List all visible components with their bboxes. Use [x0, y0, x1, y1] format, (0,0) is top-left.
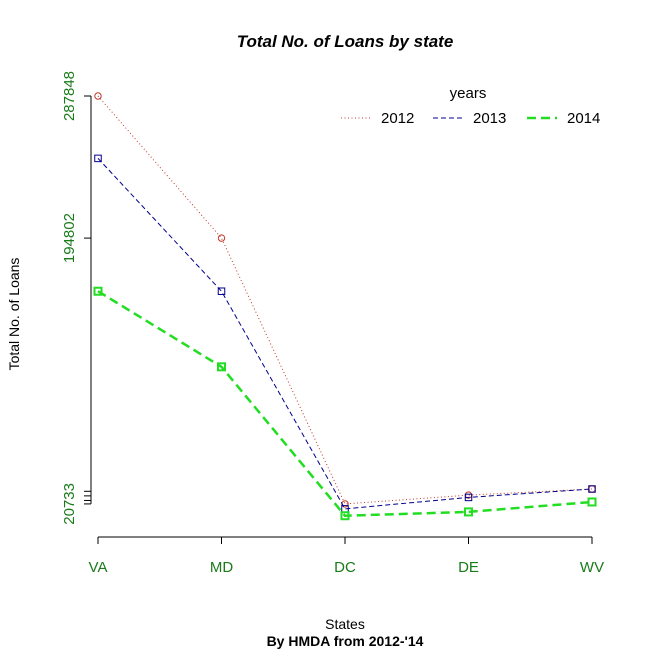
- series-line-2013: [97, 158, 593, 510]
- x-tick-label-md: MD: [210, 559, 233, 576]
- chart-title: Total No. of Loans by state: [237, 32, 454, 51]
- series-point-2013-va: [94, 154, 102, 163]
- legend-label-2012: 2012: [381, 110, 414, 127]
- y-tick-label-1: 194802: [61, 213, 78, 263]
- series-point-2013-md: [217, 287, 226, 295]
- series-point-2014-dc: [340, 511, 350, 521]
- series-point-2014-va: [93, 286, 103, 296]
- x-tick-label-dc: DC: [334, 559, 356, 576]
- series-point-2014-md: [217, 362, 226, 372]
- x-tick-label-wv: WV: [580, 559, 604, 576]
- series-point-2012-va: [94, 92, 102, 100]
- legend-label-2014: 2014: [567, 110, 600, 127]
- legend-label-2013: 2013: [473, 110, 506, 127]
- y-tick-label-2: 287848: [61, 71, 78, 121]
- series-point-2013-wv: [588, 485, 596, 493]
- y-tick-label-0: 20733: [61, 483, 78, 525]
- legend: years 2012 2013 2014: [341, 85, 600, 127]
- x-axis-title: States: [325, 616, 365, 632]
- plot-area: 20733 194802 287848 VA MD DC DE WV: [61, 71, 604, 576]
- series-point-2013-de: [464, 493, 473, 502]
- series-line-2014: [97, 290, 593, 517]
- series-point-2012-md: [217, 234, 226, 242]
- series-point-2014-wv: [587, 497, 597, 507]
- y-axis-title: Total No. of Loans: [6, 258, 22, 371]
- chart-caption: By HMDA from 2012-'14: [267, 633, 424, 649]
- series-line-2012: [97, 95, 593, 505]
- series-point-2014-de: [464, 507, 473, 517]
- legend-title: years: [450, 85, 487, 102]
- x-tick-label-va: VA: [89, 559, 108, 576]
- x-tick-label-de: DE: [458, 559, 479, 576]
